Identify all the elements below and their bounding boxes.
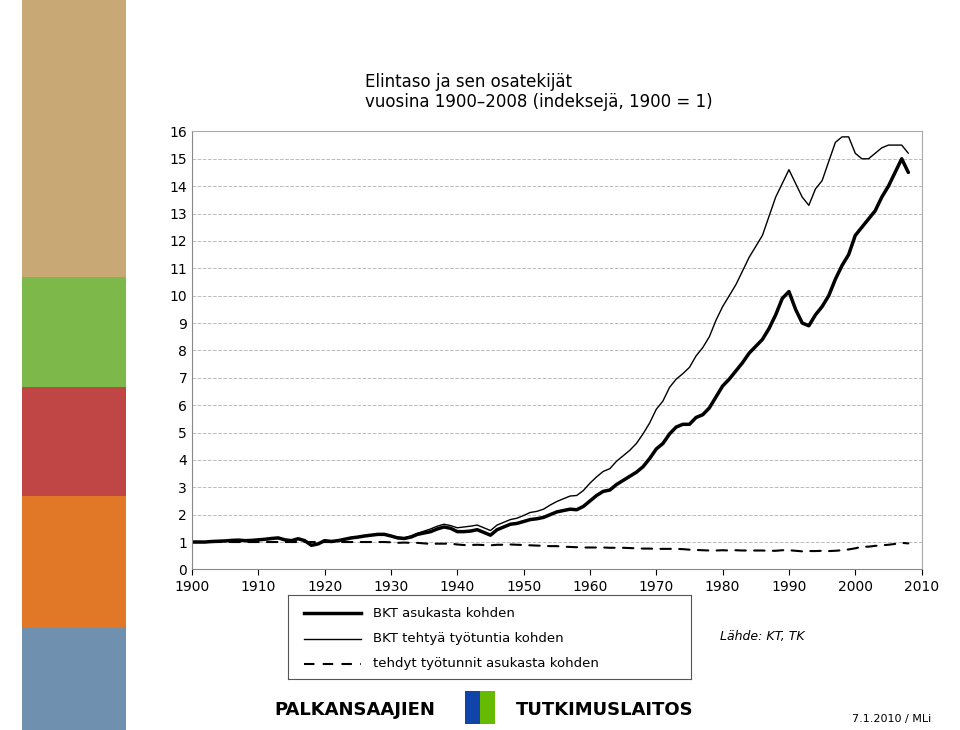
Text: Elintaso ja sen osatekijät: Elintaso ja sen osatekijät bbox=[365, 73, 572, 91]
Bar bbox=[22, 628, 127, 730]
Text: vuosina 1900–2008 (indeksejä, 1900 = 1): vuosina 1900–2008 (indeksejä, 1900 = 1) bbox=[365, 93, 712, 111]
Text: PALKANSAAJIEN: PALKANSAAJIEN bbox=[275, 701, 436, 718]
Text: TUTKIMUSLAITOS: TUTKIMUSLAITOS bbox=[516, 701, 694, 718]
Bar bbox=[22, 0, 127, 277]
Bar bbox=[22, 387, 127, 496]
Bar bbox=[480, 691, 495, 724]
Text: 7.1.2010 / MLi: 7.1.2010 / MLi bbox=[852, 714, 931, 724]
Text: BKT asukasta kohden: BKT asukasta kohden bbox=[372, 607, 515, 620]
Bar bbox=[465, 691, 480, 724]
Text: BKT tehtyä työtuntia kohden: BKT tehtyä työtuntia kohden bbox=[372, 632, 564, 645]
Bar bbox=[22, 277, 127, 387]
Text: tehdyt työtunnit asukasta kohden: tehdyt työtunnit asukasta kohden bbox=[372, 657, 598, 670]
Bar bbox=[22, 496, 127, 628]
Text: Lähde: KT, TK: Lähde: KT, TK bbox=[720, 631, 804, 643]
